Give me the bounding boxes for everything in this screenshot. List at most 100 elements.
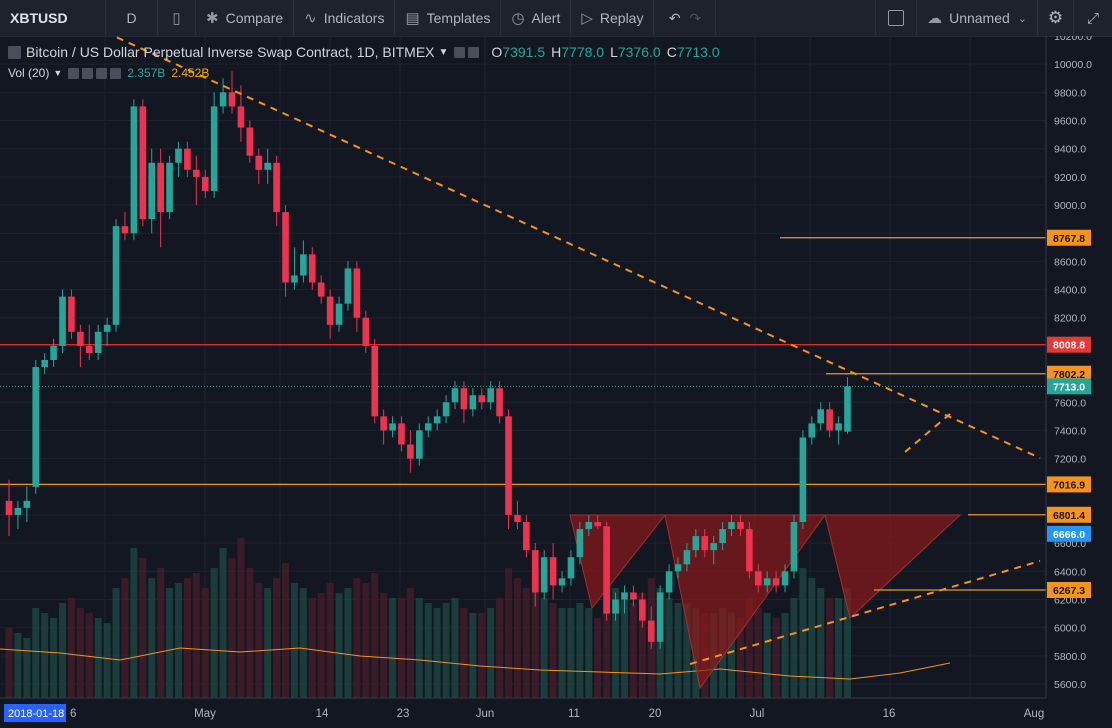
volume-bar — [219, 548, 227, 698]
candle-body — [291, 275, 298, 283]
volume-bar — [487, 608, 495, 698]
candle-body — [531, 550, 539, 593]
pattern-triangle — [569, 514, 667, 610]
replay-label: Replay — [599, 10, 644, 26]
candle-body — [478, 395, 486, 403]
gear-icon: ⚙ — [1047, 8, 1064, 27]
price-tick-label: 6400.0 — [1054, 566, 1086, 578]
candle-body — [139, 106, 147, 220]
price-label: 8767.8 — [1053, 233, 1085, 245]
chart-title: Bitcoin / US Dollar Perpetual Inverse Sw… — [26, 44, 435, 60]
time-tick-label: Jun — [476, 708, 495, 720]
volume-bar — [14, 633, 22, 698]
candle-body — [264, 162, 271, 170]
candle-body — [77, 331, 84, 346]
price-tick-label: 9200.0 — [1054, 172, 1086, 184]
candle-body — [14, 507, 22, 515]
fullscreen-toggle-button[interactable] — [875, 0, 918, 36]
alarm-clock-icon: ◷ — [511, 10, 525, 27]
templates-button[interactable]: ▤ Templates — [395, 0, 502, 36]
volume-bar — [585, 608, 593, 698]
title-chevron-icon[interactable]: ▼ — [438, 46, 449, 58]
price-tick-label: 7600.0 — [1054, 397, 1086, 409]
replay-button[interactable]: ▷ Replay — [571, 0, 655, 36]
volume-bar — [32, 608, 40, 698]
volume-bar — [603, 558, 611, 698]
chart-style-button[interactable]: ▯ — [158, 0, 196, 36]
price-label-box — [1047, 229, 1091, 246]
candle-body — [121, 226, 129, 234]
ohlc-close: C7713.0 — [666, 44, 720, 60]
volume-ma-value: 2.452B — [171, 66, 210, 80]
time-axis[interactable]: May 14 23 Jun 11 20 Jul 16 Aug 2018-01-18 6 — [0, 697, 1046, 722]
candle-body — [781, 571, 789, 586]
collapse-icon[interactable] — [8, 45, 21, 59]
volume-bar — [442, 603, 450, 698]
candle-body — [817, 409, 825, 424]
settings-square-icon[interactable] — [468, 46, 480, 58]
layout-save-button[interactable]: ☁ Unnamed ⌄ — [917, 0, 1038, 36]
candle-body — [683, 550, 691, 565]
volume-bar — [799, 568, 807, 698]
price-label: 6666.0 — [1053, 529, 1085, 541]
dashed-trend-line — [689, 560, 1041, 665]
volume-bar — [736, 618, 744, 698]
chart-pane[interactable]: 10200.0 10000.0 9800.0 9600.0 9400.0 9200.0 90… — [0, 36, 1112, 728]
undo-icon[interactable]: ↶ — [668, 9, 681, 26]
candle-body — [737, 522, 744, 530]
volume-close-icon[interactable] — [110, 67, 122, 79]
price-tick-label: 9400.0 — [1054, 144, 1086, 156]
alert-button[interactable]: ◷ Alert — [501, 0, 572, 36]
candle-body — [326, 296, 334, 325]
candle-body — [389, 423, 396, 431]
templates-label: Templates — [426, 10, 491, 26]
volume-eye-icon[interactable] — [68, 67, 80, 79]
volume-settings-icon[interactable] — [82, 67, 94, 79]
candle-body — [487, 388, 494, 403]
symbol-search-button[interactable]: XBTUSD — [0, 0, 106, 36]
candle-body — [335, 303, 343, 325]
crosshair-date-label: 2018-01-18 — [8, 708, 64, 720]
settings-button[interactable]: ⚙ — [1038, 0, 1074, 36]
volume-bar — [112, 588, 120, 698]
volume-legend: Vol (20) ▼ 2.357B 2.452B — [8, 66, 209, 80]
volume-bar — [389, 598, 397, 698]
dashed-trend-line — [904, 413, 951, 453]
volume-bar — [531, 568, 539, 698]
compare-icon: ✱ — [206, 10, 219, 27]
candle-body — [630, 592, 637, 600]
price-label-box — [1047, 476, 1091, 493]
price-label: 7016.9 — [1053, 479, 1085, 491]
expand-button[interactable]: ⤢ — [1074, 0, 1112, 36]
candle-body — [719, 529, 726, 544]
volume-bar — [308, 598, 316, 698]
cloud-icon: ☁ — [927, 10, 943, 27]
candle-body — [692, 536, 700, 551]
compare-button[interactable]: ✱ Compare — [196, 0, 295, 36]
volume-bar — [576, 603, 584, 698]
candle-body — [808, 423, 816, 438]
price-axis[interactable]: 10200.0 10000.0 9800.0 9600.0 9400.0 9200.0 90… — [1045, 36, 1092, 698]
eye-icon[interactable] — [454, 46, 466, 58]
volume-bar — [826, 598, 834, 698]
price-tick-label: 10000.0 — [1054, 59, 1092, 71]
candle-body — [148, 162, 156, 220]
candle-body — [228, 92, 236, 107]
volume-bar — [594, 618, 602, 698]
candle-body — [112, 226, 120, 325]
indicators-label: Indicators — [323, 10, 385, 26]
candle-body — [763, 578, 771, 586]
volume-bar — [567, 608, 575, 698]
candle-body — [210, 106, 218, 191]
candle-body — [130, 106, 138, 234]
candle-body — [308, 254, 316, 283]
volume-bar — [612, 588, 620, 698]
interval-button[interactable]: D — [106, 0, 158, 36]
redo-icon[interactable]: ↷ — [689, 9, 702, 26]
volume-bar — [166, 588, 174, 698]
indicators-button[interactable]: ∿ Indicators — [294, 0, 396, 36]
volume-bar — [50, 618, 58, 698]
volume-bar — [282, 563, 290, 698]
volume-add-icon[interactable] — [96, 67, 108, 79]
volume-chevron-icon[interactable]: ▼ — [53, 68, 63, 78]
